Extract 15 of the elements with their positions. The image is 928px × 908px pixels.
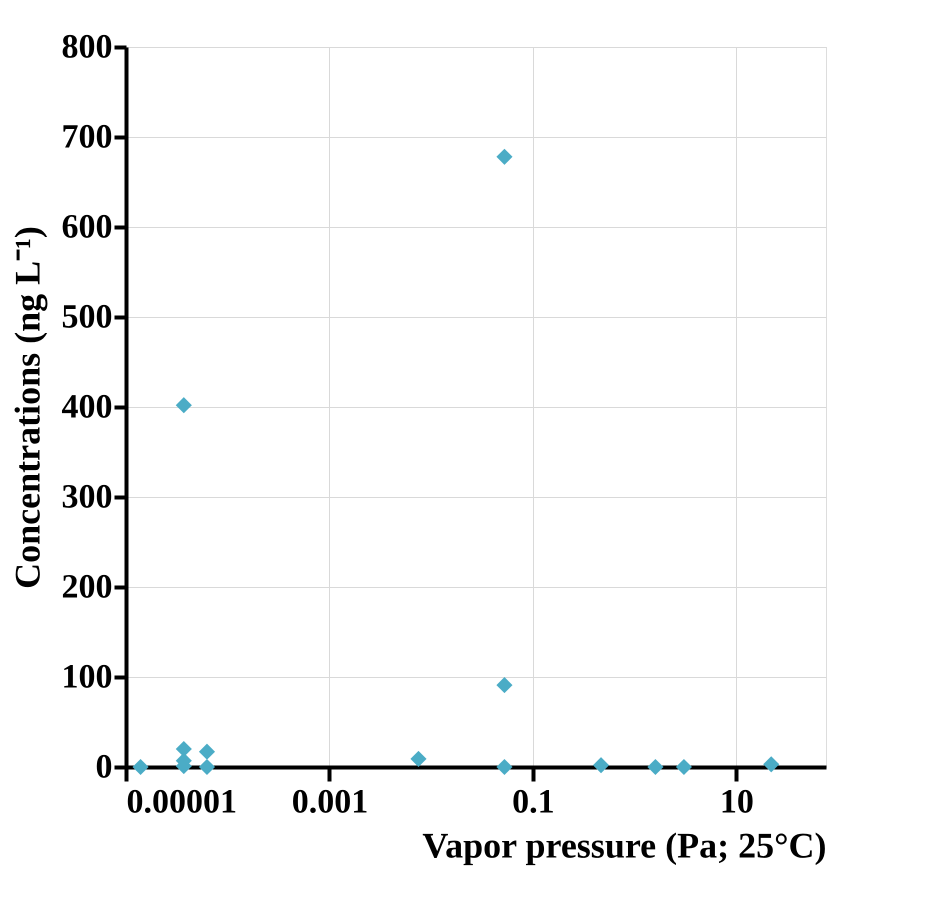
x-tick-label: 0.001 <box>292 784 368 820</box>
y-tick-label: 800 <box>62 28 112 66</box>
y-tick-label: 600 <box>62 208 112 246</box>
y-tick-label: 100 <box>62 658 112 696</box>
x-axis-title: Vapor pressure (Pa; 25°C) <box>422 826 826 866</box>
y-tick-label: 400 <box>62 388 112 426</box>
x-tick-label: 10 <box>720 784 754 820</box>
y-tick-label: 700 <box>62 118 112 156</box>
y-axis-title: Concentrations (ng L⁻¹) <box>8 226 48 589</box>
y-tick-label: 200 <box>62 568 112 606</box>
x-tick-label: 0.1 <box>512 784 555 820</box>
y-tick-label: 0 <box>96 748 112 786</box>
y-tick-label: 300 <box>62 478 112 516</box>
x-tick-label: 0.00001 <box>126 784 237 820</box>
y-tick-label: 500 <box>62 298 112 336</box>
